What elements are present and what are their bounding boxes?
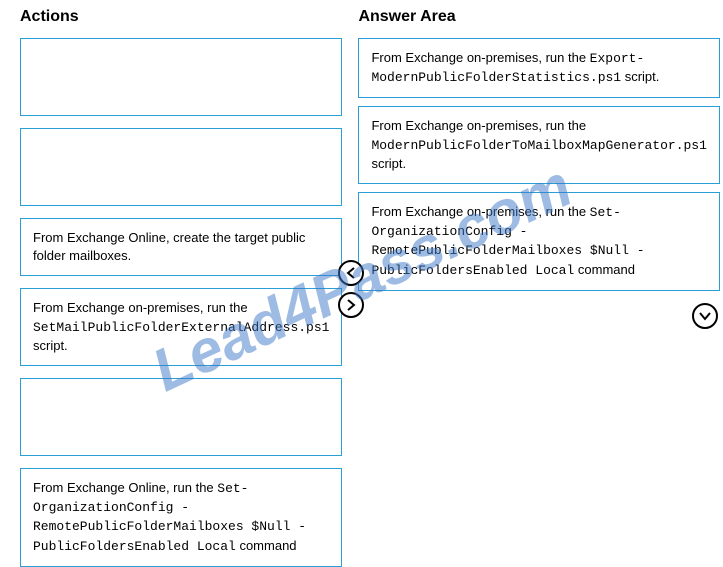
action-text-code: SetMailPublicFolderExternalAddress.ps1 [33, 320, 329, 335]
actions-empty-slot-3[interactable] [20, 378, 342, 456]
transfer-arrows [338, 260, 364, 318]
actions-heading: Actions [20, 8, 342, 26]
action-text: From Exchange Online, create the target … [33, 230, 305, 263]
answer-text-post: script. [371, 156, 406, 171]
answer-text-pre: From Exchange on-premises, run the [371, 118, 586, 133]
answer-text-pre: From Exchange on-premises, run the [371, 204, 589, 219]
action-text-pre: From Exchange on-premises, run the [33, 300, 248, 315]
answer-item-export-stats[interactable]: From Exchange on-premises, run the Expor… [358, 38, 719, 98]
action-item-create-mailboxes[interactable]: From Exchange Online, create the target … [20, 218, 342, 276]
chevron-down-icon [698, 309, 712, 323]
chevron-right-icon [344, 298, 358, 312]
action-item-setmailpublicfolder[interactable]: From Exchange on-premises, run the SetMa… [20, 288, 342, 366]
action-text-pre: From Exchange Online, run the [33, 480, 217, 495]
move-left-button[interactable] [338, 260, 364, 286]
action-text-post: command [236, 538, 297, 553]
actions-empty-slot-2[interactable] [20, 128, 342, 206]
move-down-button[interactable] [692, 303, 718, 329]
actions-empty-slot-1[interactable] [20, 38, 342, 116]
answer-item-mapgenerator[interactable]: From Exchange on-premises, run the Moder… [358, 106, 719, 184]
actions-column: Actions From Exchange Online, create the… [20, 8, 342, 548]
answer-item-set-orgconfig-onprem[interactable]: From Exchange on-premises, run the Set-O… [358, 192, 719, 291]
answer-area-heading: Answer Area [358, 8, 719, 26]
action-item-set-orgconfig-online[interactable]: From Exchange Online, run the Set-Organi… [20, 468, 342, 567]
answer-text-post: command [574, 262, 635, 277]
answer-area-column: Answer Area From Exchange on-premises, r… [358, 8, 719, 548]
chevron-left-icon [344, 266, 358, 280]
answer-text-code: ModernPublicFolderToMailboxMapGenerator.… [371, 138, 706, 153]
action-text-post: script. [33, 338, 68, 353]
answer-text-post: script. [621, 69, 659, 84]
move-right-button[interactable] [338, 292, 364, 318]
answer-text-pre: From Exchange on-premises, run the [371, 50, 589, 65]
